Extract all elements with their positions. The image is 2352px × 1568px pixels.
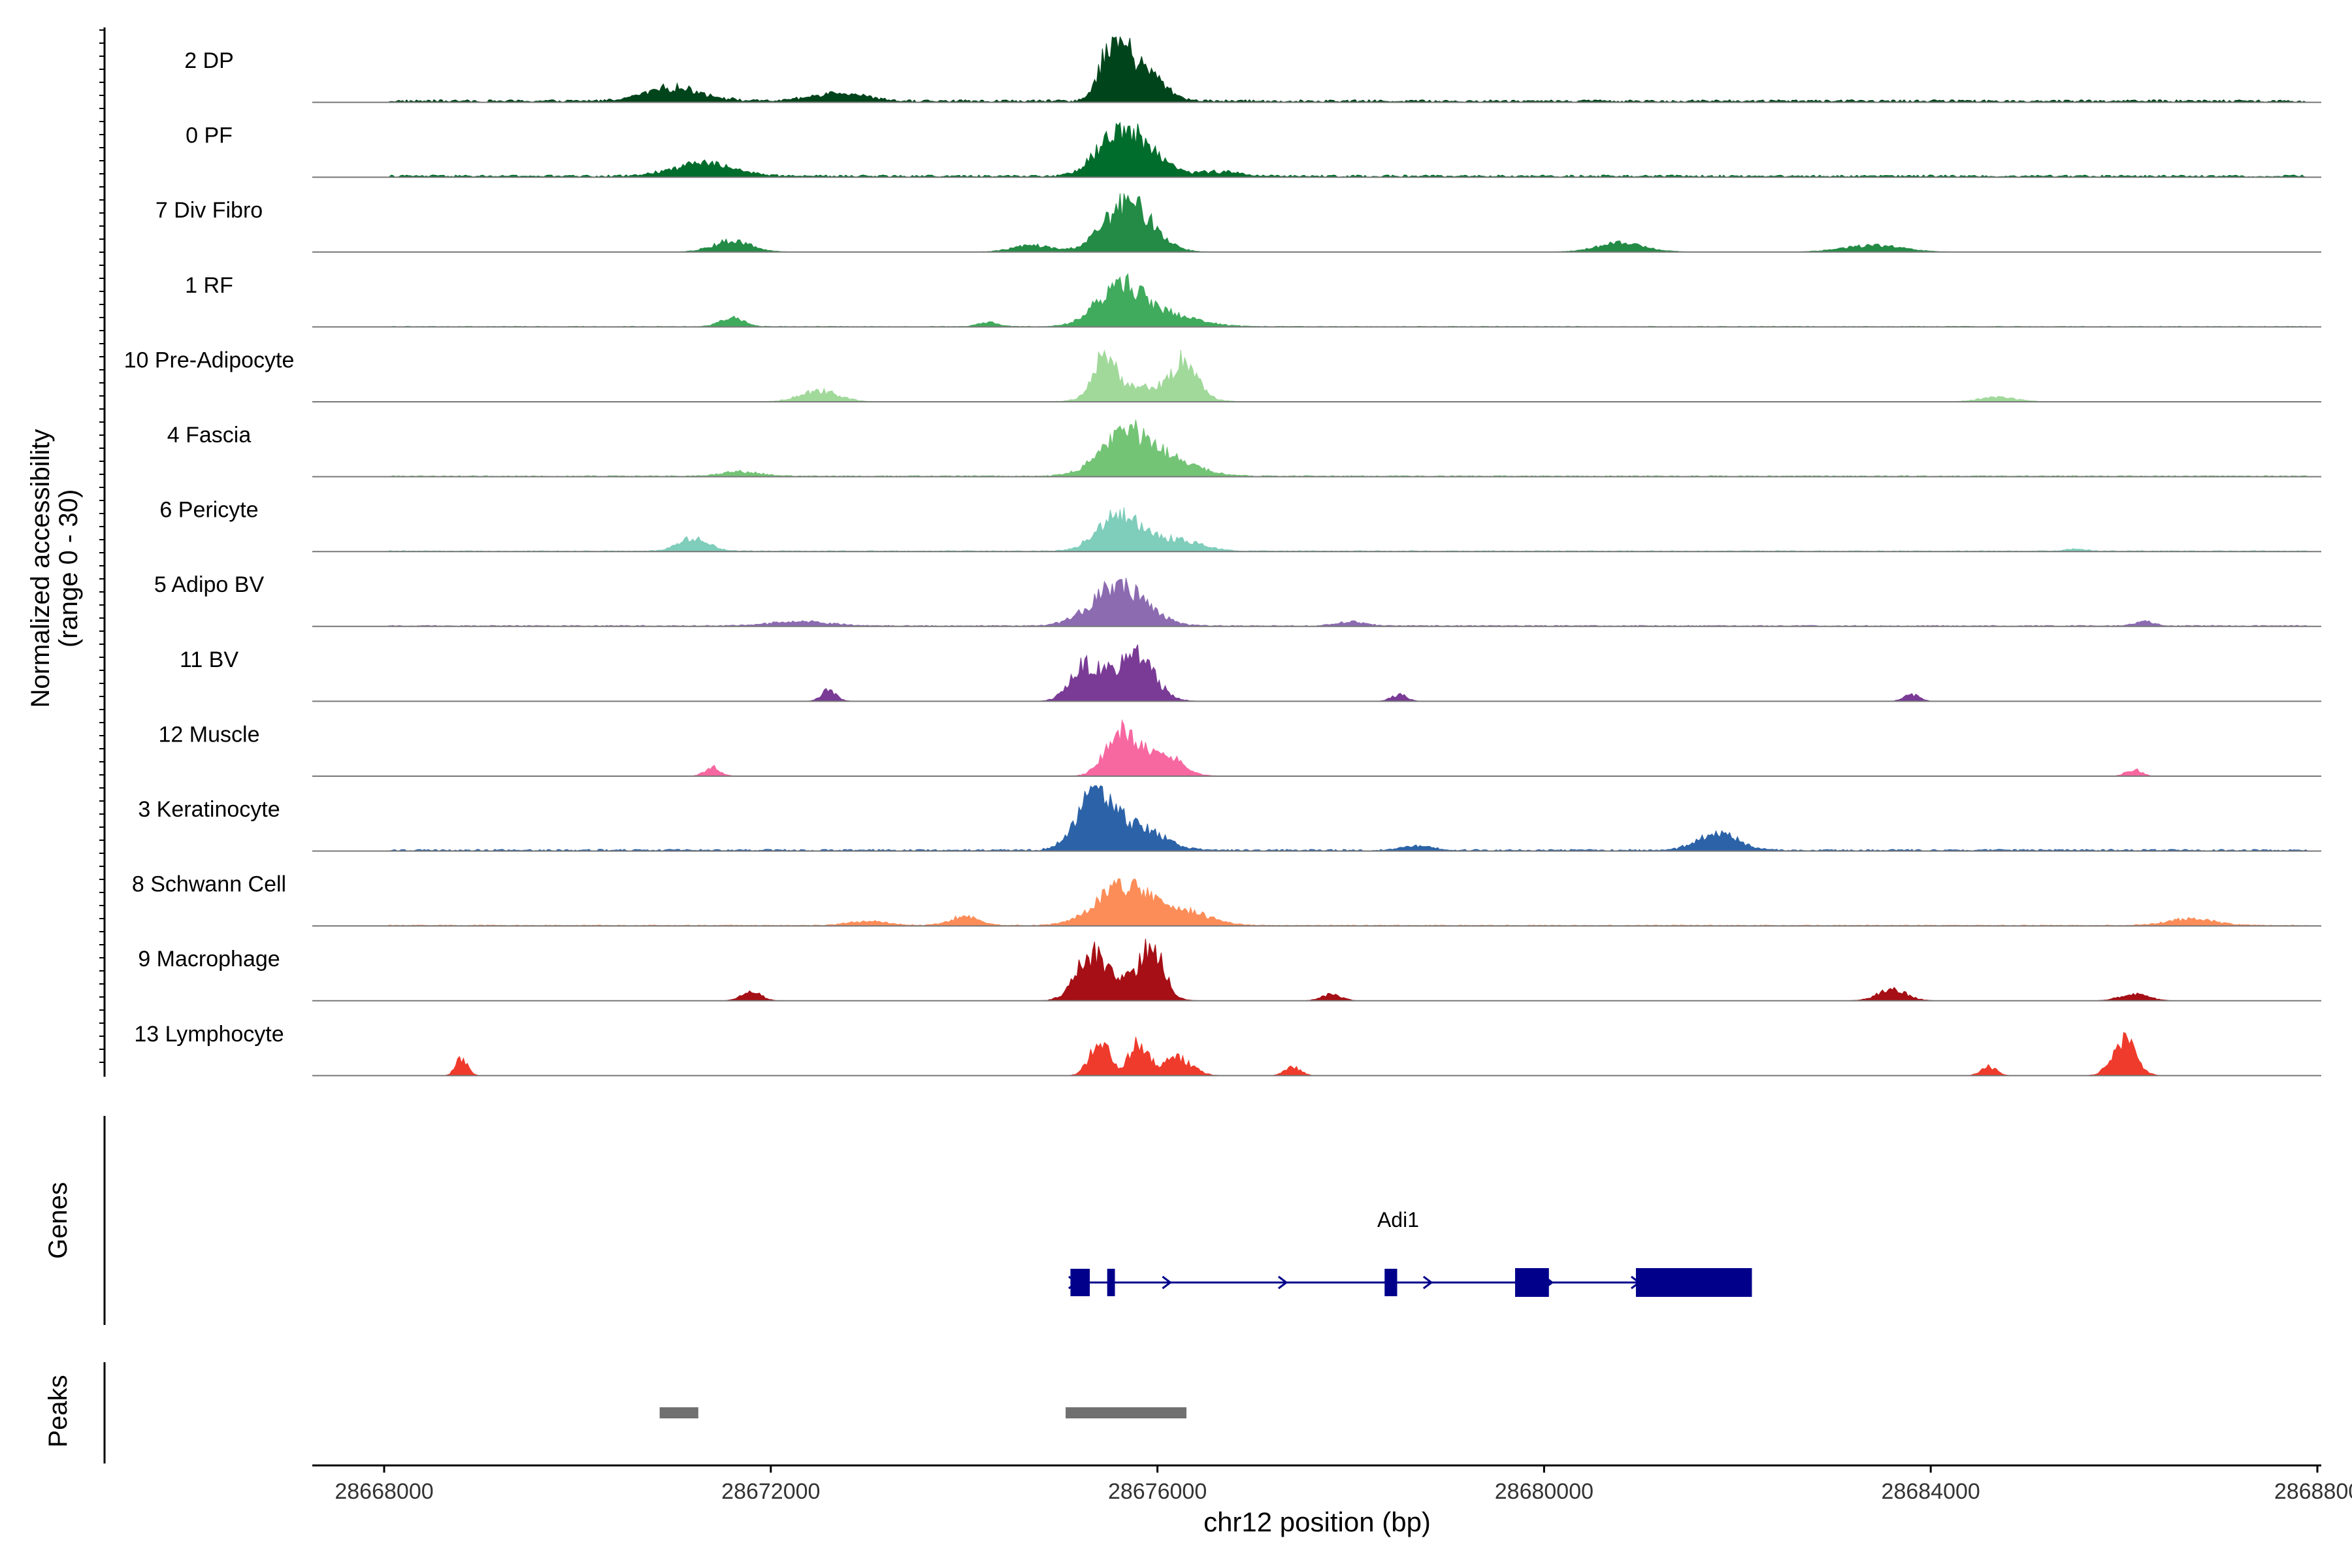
x-tick-label: 28676000	[1108, 1479, 1207, 1504]
gene-exon	[1515, 1268, 1549, 1297]
coverage-track: 2 DP	[184, 36, 2321, 103]
coverage-track: 10 Pre-Adipocyte	[124, 348, 2321, 402]
coverage-track-label: 11 BV	[180, 647, 238, 672]
gene-exon	[1070, 1269, 1090, 1296]
strand-arrow	[1422, 1275, 1433, 1290]
x-tick-label: 28680000	[1495, 1479, 1593, 1504]
peak-region-bar	[1066, 1407, 1186, 1418]
y-axis-title-line1: Normalized accessibility	[26, 429, 55, 708]
coverage-track-label: 12 Muscle	[159, 722, 260, 747]
gene-exon	[1384, 1269, 1397, 1296]
coverage-track: 6 Pericyte	[159, 498, 2321, 553]
coverage-area	[389, 349, 2308, 402]
coverage-track: 13 Lymphocyte	[134, 1022, 2321, 1077]
x-tick-label: 2868800	[2274, 1479, 2352, 1504]
coverage-area	[388, 419, 2308, 478]
x-axis-ticks: 28668000 28672000 28676000 28680000 28684000…	[335, 1465, 2352, 1504]
coverage-tracks: 2 DP 0 PF 7 Div Fibro 1 RF 10 Pre-Adipocyte 4…	[124, 36, 2321, 1077]
coverage-track-label: 9 Macrophage	[138, 947, 280, 972]
coverage-area	[388, 272, 2308, 327]
coverage-area	[389, 193, 2308, 253]
coverage-y-ticks	[99, 29, 105, 1063]
coverage-area	[388, 878, 2308, 926]
coverage-area	[388, 36, 2308, 103]
x-tick-label: 28672000	[721, 1479, 820, 1504]
coverage-track: 8 Schwann Cell	[132, 872, 2321, 927]
coverage-track: 0 PF	[186, 122, 2321, 178]
coverage-area	[389, 644, 2308, 702]
coverage-area	[389, 1032, 2308, 1076]
x-axis-title: chr12 position (bp)	[1203, 1507, 1431, 1537]
coverage-track: 7 Div Fibro	[155, 193, 2321, 253]
coverage-area	[388, 578, 2308, 627]
gene-exon	[1635, 1268, 1752, 1297]
strand-arrow	[1162, 1275, 1172, 1290]
coverage-track-label: 6 Pericyte	[159, 498, 258, 523]
coverage-track: 4 Fascia	[167, 419, 2321, 478]
x-tick-label: 28684000	[1882, 1479, 1980, 1504]
coverage-track-label: 13 Lymphocyte	[134, 1022, 284, 1047]
coverage-track: 11 BV	[180, 644, 2321, 702]
genes-panel-title: Genes	[44, 1182, 73, 1259]
coverage-track: 9 Macrophage	[138, 938, 2321, 1002]
peaks-panel-title: Peaks	[44, 1375, 73, 1447]
gene-exon	[1107, 1269, 1115, 1296]
coverage-area	[388, 785, 2309, 852]
coverage-area	[389, 122, 2308, 178]
x-tick-label: 28668000	[335, 1479, 433, 1504]
coverage-track-label: 2 DP	[184, 48, 234, 73]
gene-name-label: Adi1	[1377, 1208, 1419, 1232]
coverage-track-label: 5 Adipo BV	[154, 572, 265, 597]
coverage-track-label: 8 Schwann Cell	[132, 872, 286, 897]
coverage-track-label: 7 Div Fibro	[155, 198, 263, 223]
coverage-area	[389, 938, 2308, 1002]
coverage-track: 5 Adipo BV	[154, 572, 2321, 627]
coverage-track-label: 3 Keratinocyte	[138, 797, 280, 822]
coverage-track-label: 1 RF	[185, 273, 233, 298]
strand-arrow	[1278, 1275, 1288, 1290]
coverage-area	[389, 719, 2308, 777]
coverage-track-label: 0 PF	[186, 123, 233, 148]
coverage-track-label: 4 Fascia	[167, 423, 252, 448]
gene-model: Adi1	[1068, 1208, 1752, 1297]
coverage-track: 12 Muscle	[159, 719, 2321, 777]
coverage-track: 1 RF	[185, 272, 2321, 328]
peak-region-bar	[659, 1407, 698, 1418]
coverage-area	[388, 507, 2308, 552]
y-axis-title-line2: (range 0 - 30)	[54, 489, 83, 647]
coverage-track-label: 10 Pre-Adipocyte	[124, 348, 295, 372]
peak-regions	[659, 1407, 1186, 1418]
coverage-track: 3 Keratinocyte	[138, 785, 2321, 852]
